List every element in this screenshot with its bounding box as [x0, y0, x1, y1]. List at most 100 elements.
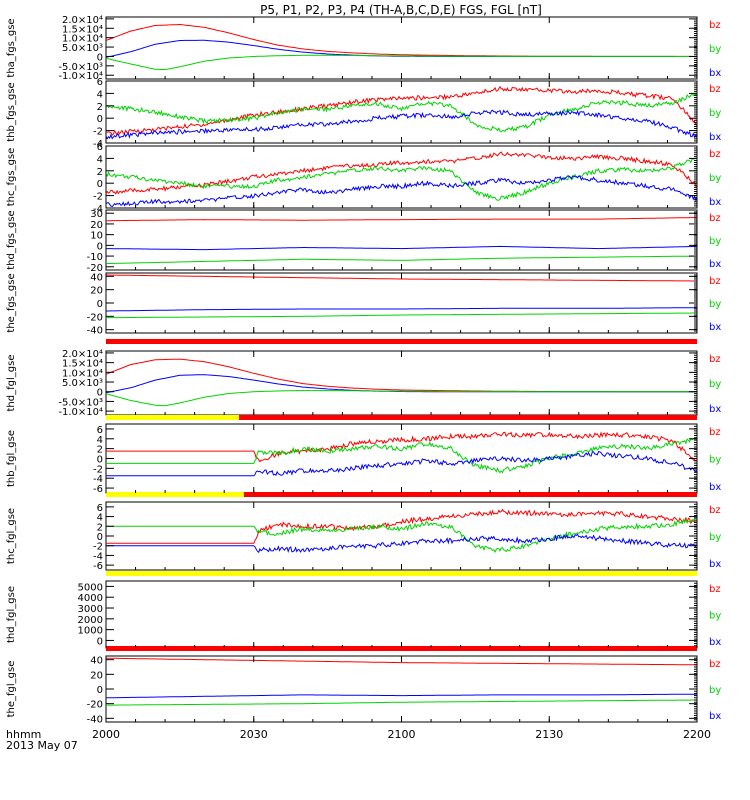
status-bar-yellow_bar — [106, 571, 697, 576]
series-by-line — [106, 312, 697, 319]
y-tick-label: 2 — [97, 102, 103, 113]
series-group — [106, 217, 697, 265]
y-tick-label: -4 — [93, 139, 103, 150]
y-tick-label: 0 — [97, 388, 103, 399]
legend-bz: bz — [709, 584, 721, 595]
y-axis-label: thb_fgs_gse — [6, 82, 17, 141]
legend-bz: bz — [709, 20, 721, 31]
panel-frame — [105, 501, 698, 571]
legend-by: by — [709, 108, 721, 119]
panel-frame — [105, 145, 698, 209]
y-tick-label: -5.0×10³ — [58, 397, 103, 408]
y-tick-label: -2 — [93, 464, 103, 475]
series-bx-line — [106, 109, 697, 140]
status-bar-red_bar — [243, 492, 697, 497]
panel-frame — [105, 580, 698, 649]
y-tick-label: -2 — [93, 542, 103, 553]
panel-frame — [105, 80, 698, 144]
y-tick-label: 4 — [97, 435, 103, 446]
legend-by: by — [709, 532, 721, 543]
y-tick-label: -1.0×10⁴ — [58, 71, 103, 82]
y-tick-label: 2000 — [78, 615, 103, 626]
y-tick-label: 30 — [90, 209, 103, 220]
x-tick-label: 2130 — [535, 728, 563, 741]
y-tick-label: 6 — [97, 425, 103, 436]
y-tick-label: -20 — [87, 700, 103, 711]
series-by-line — [106, 255, 697, 265]
status-bars-group — [106, 339, 697, 651]
y-tick-label: 0 — [97, 455, 103, 466]
y-tick-label: 4 — [97, 154, 103, 165]
series-group — [106, 85, 697, 140]
y-tick-label: 20 — [90, 670, 103, 681]
y-axis-label: thd_fgs_gse — [6, 210, 17, 269]
legend-bz: bz — [709, 276, 721, 287]
y-axis-label: the_fgl_gse — [6, 661, 17, 718]
y-tick-label: -6 — [93, 561, 103, 572]
x-tick-label: 2030 — [240, 728, 268, 741]
series-by-line — [106, 516, 697, 553]
y-tick-label: 1.5×10⁴ — [62, 24, 103, 35]
y-tick-label: -20 — [87, 263, 103, 274]
series-bx-line — [106, 451, 697, 477]
y-tick-label: 1000 — [78, 626, 103, 637]
y-axis-label: tha_fgs_gse — [6, 18, 17, 77]
x-tick-label: 2200 — [683, 728, 711, 741]
y-tick-label: 6 — [97, 77, 103, 88]
y-tick-label: 5000 — [78, 582, 103, 593]
status-bar-red_bar — [106, 646, 697, 651]
series-bx-line — [106, 533, 697, 554]
legend-bx: bx — [709, 68, 721, 79]
y-tick-label: -5.0×10³ — [58, 62, 103, 73]
time-label: hhmm — [6, 728, 41, 741]
y-tick-label: 0 — [97, 241, 103, 252]
legend-by: by — [709, 299, 721, 310]
series-by-line — [106, 436, 697, 474]
series-bz-line — [106, 151, 697, 195]
series-by-line — [106, 91, 697, 133]
legend-bx: bx — [709, 404, 721, 415]
series-bz-line — [106, 431, 697, 463]
y-tick-label: 1.0×10⁴ — [62, 368, 103, 379]
series-bx-line — [106, 693, 697, 699]
series-by-line — [106, 54, 697, 71]
y-tick-label: 0 — [97, 179, 103, 190]
y-tick-label: -20 — [87, 312, 103, 323]
y-tick-label: -40 — [87, 326, 103, 337]
legend-by: by — [709, 685, 721, 696]
y-tick-label: 20 — [90, 220, 103, 231]
legend-bz: bz — [709, 149, 721, 160]
status-bar-red_bar — [238, 415, 697, 420]
y-axis-label: thb_fgl_gse — [6, 430, 17, 487]
series-bx-line — [106, 307, 697, 312]
y-tick-label: 0 — [97, 299, 103, 310]
y-tick-label: -4 — [93, 551, 103, 562]
legend-bz: bz — [709, 427, 721, 438]
y-tick-label: -4 — [93, 204, 103, 215]
y-tick-label: -4 — [93, 474, 103, 485]
legend-bx: bx — [709, 637, 721, 648]
legend-by: by — [709, 379, 721, 390]
y-axis-label: the_fgs_gse — [6, 273, 17, 332]
y-tick-label: 0 — [97, 636, 103, 647]
status-bar-yellow_bar — [106, 415, 239, 420]
x-tick-label: 2100 — [388, 728, 416, 741]
y-tick-label: -10 — [87, 252, 103, 263]
y-tick-label: 2.0×10⁴ — [62, 349, 103, 360]
series-group — [106, 508, 697, 554]
y-tick-label: 2 — [97, 445, 103, 456]
y-tick-label: 2 — [97, 167, 103, 178]
chart-title: P5, P1, P2, P3, P4 (TH-A,B,C,D,E) FGS, F… — [260, 3, 542, 17]
legend-bx: bx — [709, 322, 721, 333]
legend-by: by — [709, 173, 721, 184]
legend-bx: bx — [709, 482, 721, 493]
series-group — [106, 23, 697, 71]
series-by-line — [106, 699, 697, 706]
y-tick-label: 2.0×10⁴ — [62, 15, 103, 26]
y-tick-label: 0 — [97, 52, 103, 63]
